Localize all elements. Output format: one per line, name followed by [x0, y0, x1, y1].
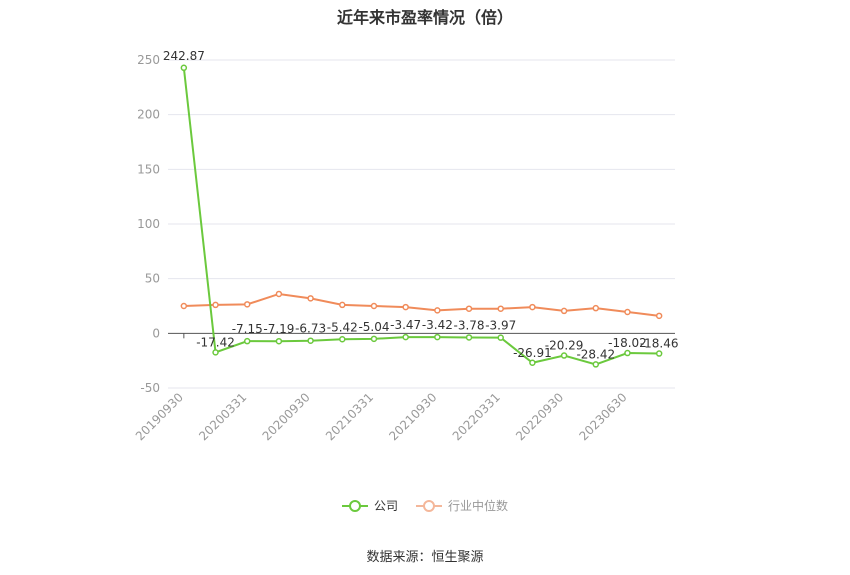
- company-line: [182, 67, 660, 366]
- data-source: 数据来源：恒生聚源: [366, 550, 484, 565]
- company-point: [624, 349, 631, 357]
- industry-point: [655, 312, 663, 320]
- x-tick-label: 20200930: [260, 390, 313, 443]
- x-tick-label: 20210930: [386, 390, 439, 443]
- industry-point: [180, 302, 188, 310]
- company-point: [370, 335, 378, 343]
- y-tick-label: 0: [152, 326, 160, 340]
- x-tick-label: 20210331: [323, 390, 376, 443]
- grid-lines: [168, 59, 675, 389]
- company-point: [402, 333, 409, 341]
- company-data-label: -20.29: [545, 339, 584, 353]
- industry-point: [370, 302, 378, 310]
- series: [180, 64, 663, 368]
- x-tick-label: 20230630: [577, 390, 630, 443]
- company-point: [465, 334, 473, 341]
- company-data-label: -18.02: [608, 336, 647, 350]
- legend-company-marker-icon: [341, 499, 368, 512]
- industry-point: [465, 305, 473, 312]
- industry-point: [275, 290, 283, 298]
- company-point: [212, 349, 219, 356]
- company-point: [529, 359, 536, 367]
- x-tick-label: 20190930: [133, 390, 186, 443]
- industry-point: [212, 301, 219, 309]
- chart-title: 近年来市盈率情况（倍）: [336, 8, 513, 27]
- y-tick-label: 200: [137, 108, 160, 122]
- data-labels: 242.87-17.42-7.15 -7.19 -6.73 -5.42 -5.04 -3.…: [163, 49, 679, 362]
- company-point: [243, 337, 251, 345]
- industry-point: [592, 304, 600, 312]
- company-data-label: -26.91: [513, 346, 552, 360]
- industry-point: [624, 308, 631, 316]
- company-data-label: -3.97: [485, 319, 516, 333]
- legend: 公司 行业中位数: [0, 497, 850, 514]
- company-point: [434, 333, 441, 341]
- company-point: [339, 336, 346, 343]
- x-tick-label: 20220331: [450, 390, 503, 443]
- company-data-label: 242.87: [163, 49, 205, 63]
- y-tick-label: 50: [145, 272, 160, 286]
- company-data-label: -7.15: [232, 322, 263, 336]
- company-data-label: -7.19: [263, 322, 294, 336]
- x-tick-label: 20220930: [513, 390, 566, 443]
- company-point: [275, 337, 283, 345]
- company-point: [655, 350, 663, 357]
- legend-item-company[interactable]: 公司: [341, 497, 398, 514]
- legend-item-industry[interactable]: 行业中位数: [416, 497, 508, 514]
- industry-point: [560, 307, 568, 315]
- company-point: [560, 352, 568, 359]
- company-data-label: -17.42: [196, 335, 235, 349]
- industry-point: [497, 305, 504, 312]
- y-tick-label: 100: [137, 217, 160, 231]
- company-point: [592, 361, 600, 368]
- company-data-label: -28.42: [576, 347, 615, 361]
- company-data-label: -5.42: [327, 320, 358, 334]
- axes: -50 0 50 100 150 200 250 20190930 20200331 202009…: [133, 53, 630, 443]
- company-data-label: -3.78: [454, 318, 485, 332]
- company-data-label: -3.42: [422, 318, 453, 332]
- company-data-label: -5.04: [358, 320, 389, 334]
- legend-company-label: 公司: [373, 499, 398, 513]
- y-tick-label: -50: [140, 381, 160, 395]
- industry-point: [339, 301, 346, 309]
- industry-point: [243, 301, 251, 308]
- industry-line: [183, 292, 660, 317]
- industry-point: [307, 295, 314, 302]
- company-data-label: -18.46: [640, 337, 679, 351]
- industry-point: [434, 307, 441, 314]
- y-tick-label: 250: [137, 53, 160, 67]
- company-point: [307, 337, 314, 344]
- x-tick-label: 20200331: [196, 390, 249, 443]
- industry-point: [529, 303, 536, 311]
- company-point: [497, 334, 504, 341]
- company-point: [180, 64, 188, 72]
- legend-industry-marker-icon: [416, 499, 442, 512]
- legend-industry-label: 行业中位数: [448, 499, 509, 513]
- industry-point: [402, 303, 409, 311]
- company-data-label: -6.73: [295, 322, 326, 336]
- y-tick-label: 150: [137, 162, 160, 176]
- company-data-label: -3.47: [390, 318, 421, 332]
